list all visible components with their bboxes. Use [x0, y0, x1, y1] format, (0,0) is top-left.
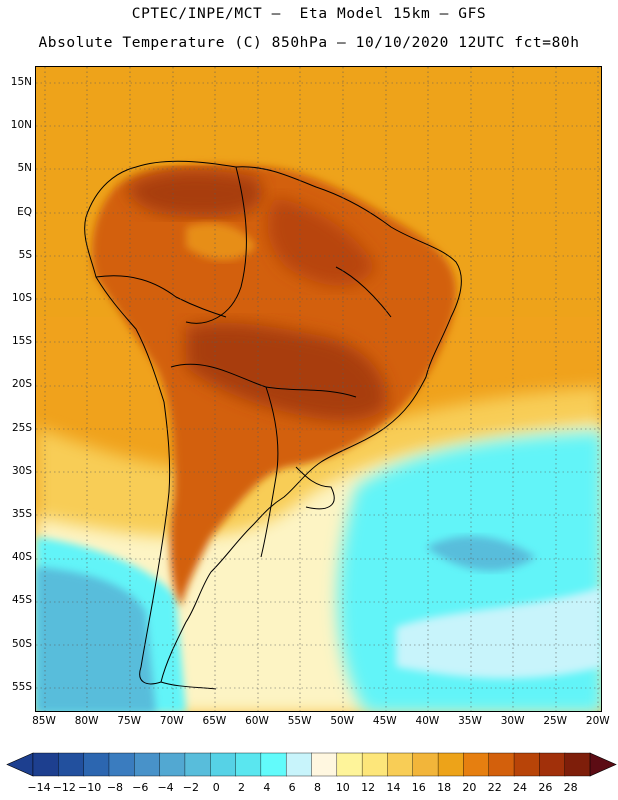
latitude-label: EQ	[17, 205, 32, 218]
colorbar-swatch	[361, 752, 389, 777]
colorbar-swatch	[488, 752, 515, 777]
longitude-label: 80W	[74, 715, 99, 727]
latitude-label: 20S	[11, 378, 32, 391]
colorbar-swatch	[58, 752, 85, 777]
temperature-field-map	[36, 67, 601, 711]
colorbar-swatch	[336, 752, 363, 777]
colorbar-tick-label: −2	[182, 781, 200, 794]
latitude-label: 5S	[18, 248, 32, 261]
longitude-label: 35W	[458, 715, 482, 727]
colorbar-swatch	[32, 752, 60, 777]
map-title: CPTEC/INPE/MCT – Eta Model 15km – GFS	[131, 6, 487, 22]
colorbar-swatch	[513, 752, 541, 777]
colorbar-tick-label: 2	[238, 781, 246, 794]
colorbar-tick-label: 4	[263, 781, 271, 794]
latitude-label: 15S	[11, 335, 32, 348]
colorbar-tick-label: −6	[132, 781, 149, 794]
colorbar-tick-label: 14	[386, 781, 401, 794]
latitude-label: 55S	[11, 680, 32, 693]
colorbar-swatch	[285, 752, 313, 777]
latitude-label: 30S	[11, 464, 32, 477]
colorbar-tick-label: 16	[411, 781, 426, 794]
colorbar-tick-label: −10	[78, 781, 102, 794]
colorbar-swatch	[108, 752, 135, 777]
colorbar-tick-label: 24	[513, 781, 528, 794]
colorbar-swatch	[311, 752, 338, 777]
colorbar-swatch	[184, 752, 211, 777]
coastlines	[84, 160, 462, 690]
colorbar-tick-label: 18	[437, 781, 452, 794]
latitude-label: 35S	[11, 508, 32, 520]
latitude-label: 45S	[11, 594, 32, 607]
latitude-label: 25S	[11, 421, 32, 434]
longitude-label: 70W	[159, 715, 184, 727]
colorbar-swatch	[539, 752, 566, 777]
colorbar-tick-label: −8	[106, 781, 124, 794]
colorbar-tick-label: 26	[538, 781, 553, 794]
colorbar-swatch	[564, 752, 591, 777]
longitude-label: 45W	[372, 715, 397, 727]
longitude-label: 55W	[287, 715, 312, 727]
colorbar-swatch	[260, 752, 287, 777]
colorbar-tick-label: 10	[335, 781, 350, 794]
latitude-label: 15N	[10, 76, 32, 88]
longitude-label: 40W	[415, 715, 440, 727]
map-subtitle: Absolute Temperature (C) 850hPa – 10/10/…	[38, 35, 580, 51]
longitude-label: 75W	[117, 715, 142, 727]
latitude-label: 10N	[10, 119, 32, 132]
longitude-label: 30W	[500, 715, 525, 727]
colorbar-swatch	[412, 752, 439, 777]
colorbar-tick-label: 6	[288, 781, 296, 794]
longitude-label: 60W	[245, 715, 269, 727]
colorbar-swatch	[210, 752, 237, 777]
latitude-label: 40S	[11, 551, 32, 564]
continent-hottest	[186, 322, 387, 421]
colorbar-swatch	[387, 752, 414, 777]
gridlines	[36, 67, 601, 711]
latitude-label: 10S	[11, 292, 32, 304]
colorbar-tick-label: 20	[462, 781, 477, 794]
colorbar-swatch	[437, 752, 465, 777]
latitude-label: 50S	[11, 637, 32, 650]
colorbar-swatch	[235, 752, 262, 777]
colorbar-tick-label: 12	[361, 781, 376, 794]
colorbar-swatch	[463, 752, 490, 777]
latitude-label: 5N	[17, 162, 32, 175]
colorbar-tick-label: 22	[487, 781, 502, 794]
colorbar-tick-label: −4	[157, 781, 174, 794]
colorbar-max-extend	[589, 752, 617, 777]
colorbar-tick-label: 28	[563, 781, 578, 794]
map-panel	[35, 66, 602, 712]
longitude-label: 85W	[32, 715, 56, 727]
colorbar-tick-label: 8	[314, 781, 321, 794]
longitude-label: 65W	[202, 715, 227, 727]
colorbar-tick-label: 0	[212, 781, 220, 794]
colorbar-min-extend	[6, 752, 34, 777]
longitude-label: 50W	[330, 715, 355, 727]
colorbar-tick-label: −12	[52, 781, 76, 794]
colorbar-swatch	[83, 752, 110, 777]
colorbar-swatch	[159, 752, 186, 777]
colorbar-swatch	[134, 752, 161, 777]
longitude-label: 20W	[585, 715, 610, 727]
colorbar-tick-label: −14	[27, 781, 51, 794]
longitude-label: 25W	[543, 715, 568, 727]
